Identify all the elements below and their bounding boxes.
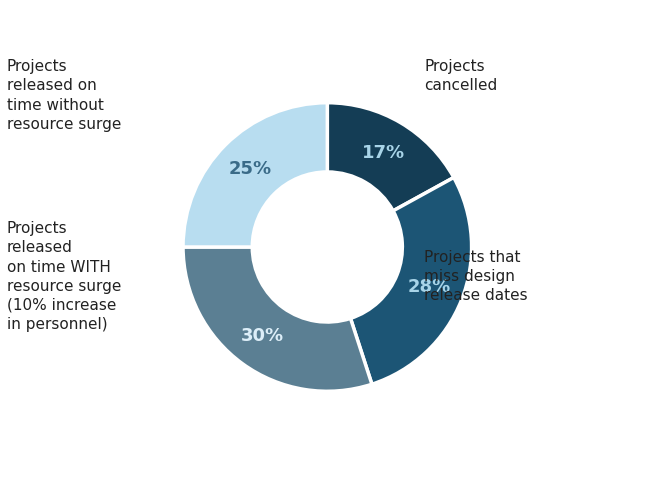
Text: 25%: 25% bbox=[228, 161, 271, 178]
Wedge shape bbox=[183, 247, 372, 391]
Wedge shape bbox=[183, 103, 327, 247]
Text: Projects that
miss design
release dates: Projects that miss design release dates bbox=[424, 250, 528, 303]
Text: Projects
released on
time without
resource surge: Projects released on time without resour… bbox=[7, 59, 121, 132]
Text: Projects
released
on time WITH
resource surge
(10% increase
in personnel): Projects released on time WITH resource … bbox=[7, 221, 121, 332]
Wedge shape bbox=[327, 103, 454, 211]
Text: 28%: 28% bbox=[407, 278, 451, 296]
Text: 30%: 30% bbox=[241, 327, 285, 345]
Text: Projects
cancelled: Projects cancelled bbox=[424, 59, 498, 93]
Wedge shape bbox=[351, 177, 472, 384]
Text: 17%: 17% bbox=[361, 144, 405, 162]
